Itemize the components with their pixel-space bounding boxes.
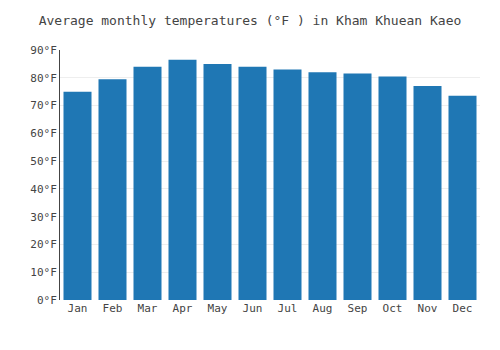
svg-text:Jan: Jan — [68, 302, 88, 315]
svg-text:90°F: 90°F — [30, 44, 57, 57]
svg-text:Apr: Apr — [173, 302, 193, 315]
svg-text:Jun: Jun — [243, 302, 263, 315]
svg-text:10°F: 10°F — [30, 266, 57, 279]
svg-text:Feb: Feb — [103, 302, 123, 315]
svg-text:Oct: Oct — [383, 302, 403, 315]
svg-text:Jul: Jul — [278, 302, 298, 315]
svg-text:Aug: Aug — [313, 302, 333, 315]
svg-text:Average monthly temperatures (: Average monthly temperatures (°F ) in Kh… — [39, 13, 462, 28]
svg-text:50°F: 50°F — [30, 155, 57, 168]
svg-text:Dec: Dec — [453, 302, 473, 315]
svg-text:20°F: 20°F — [30, 238, 57, 251]
svg-text:Mar: Mar — [138, 302, 158, 315]
svg-text:30°F: 30°F — [30, 211, 57, 224]
svg-text:Sep: Sep — [348, 302, 368, 315]
svg-text:60°F: 60°F — [30, 127, 57, 140]
svg-text:0°F: 0°F — [37, 294, 57, 307]
svg-text:40°F: 40°F — [30, 183, 57, 196]
svg-text:Nov: Nov — [418, 302, 438, 315]
svg-text:70°F: 70°F — [30, 99, 57, 112]
svg-text:80°F: 80°F — [30, 72, 57, 85]
svg-text:May: May — [208, 302, 228, 315]
